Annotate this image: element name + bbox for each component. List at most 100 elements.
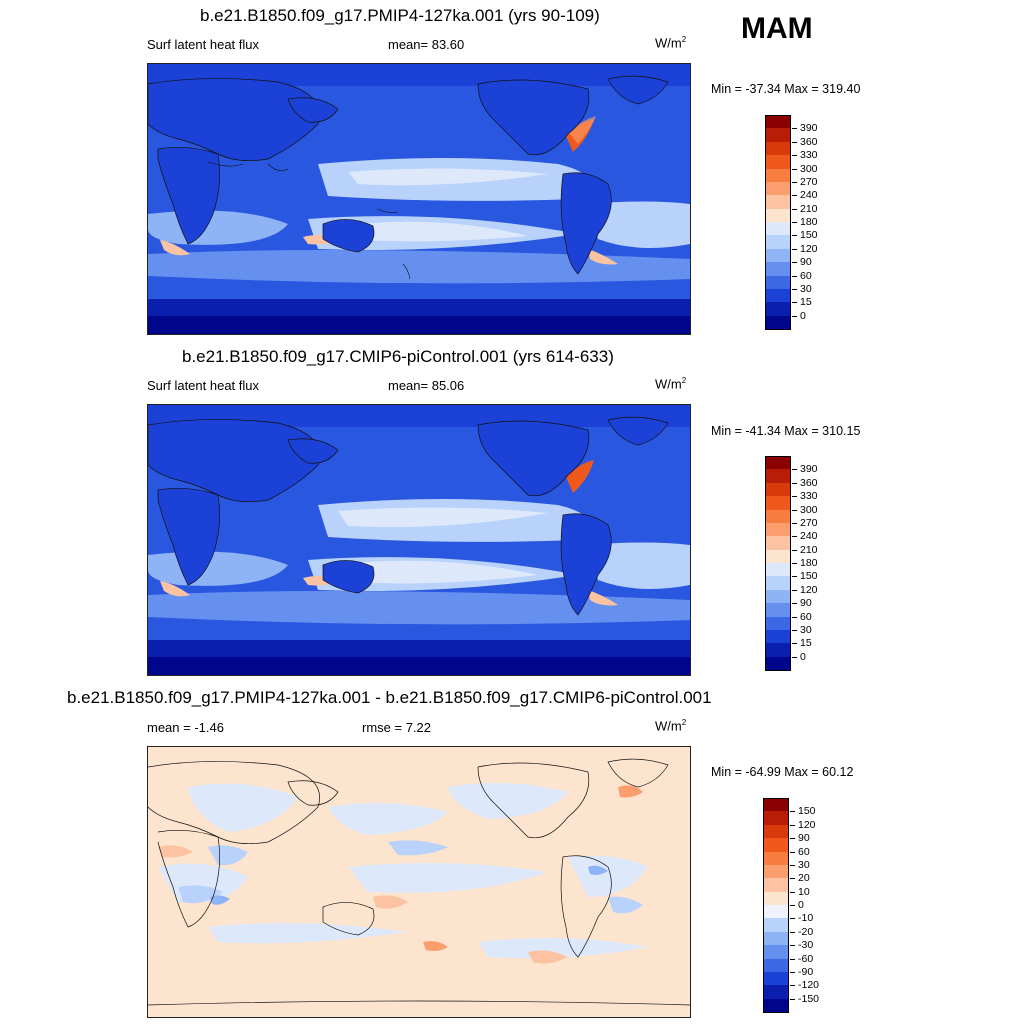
panel2-colorbar-tick [792, 522, 797, 524]
panel2-colorbar-tick-label: 30 [800, 623, 812, 636]
panel3-colorbar-color-swatch [763, 878, 789, 892]
panel3-colorbar-tick [790, 971, 795, 973]
panel2-colorbar-tick [792, 482, 797, 484]
panel3-colorbar-color-swatch [763, 864, 789, 879]
panel1-colorbar-tick [792, 262, 797, 264]
panel1-variable-label: Surf latent heat flux [147, 37, 260, 52]
panel2-colorbar-tick [792, 643, 797, 645]
panel2-colorbar-color-swatch [765, 456, 791, 471]
panel1-colorbar-color-swatch [765, 302, 791, 316]
panel3-colorbar-tick [790, 958, 795, 960]
panel1-colorbar-tick [792, 141, 797, 143]
panel1-colorbar-color-swatch [765, 222, 791, 236]
panel3-colorbar-tick [790, 878, 795, 880]
panel3-colorbar-tick-label: 10 [798, 885, 810, 898]
panel3-colorbar-tick-label: 0 [798, 899, 804, 911]
panel3-colorbar-tick [790, 931, 795, 933]
panel2-colorbar-color-swatch [765, 469, 791, 483]
panel2-colorbar-tick-label: 270 [800, 516, 818, 529]
panel1-colorbar-tick-label: 210 [800, 202, 818, 215]
panel1-colorbar-tick-label: 180 [800, 216, 818, 228]
panel3-unit-label: W/m2 [655, 718, 687, 734]
panel2-colorbar-tick-label: 90 [800, 597, 812, 610]
panel2-colorbar-tick [792, 589, 797, 591]
panel2-colorbar-color-swatch [765, 536, 791, 550]
panel2-colorbar-color-swatch [765, 522, 791, 537]
panel1-colorbar-color-swatch [765, 208, 791, 222]
panel3-title: b.e21.B1850.f09_g17.PMIP4-127ka.001 - b.… [67, 688, 712, 707]
panel2-colorbar-tick-label: 60 [800, 610, 812, 623]
panel3-colorbar-color-swatch [763, 891, 789, 905]
panel3-colorbar-color-swatch [763, 931, 789, 946]
panel3-colorbar-tick-label: -30 [798, 939, 814, 952]
panel1-colorbar-tick-label: 330 [800, 149, 818, 162]
panel1-mean-label: mean= 83.60 [388, 37, 465, 52]
panel2-colorbar-tick [792, 656, 797, 658]
panel2-colorbar-tick-label: 240 [800, 530, 818, 543]
panel3-colorbar-tick-label: 60 [798, 845, 810, 858]
panel1-colorbar-color-swatch [765, 168, 791, 182]
panel2-colorbar-tick [792, 469, 797, 471]
panel1-colorbar-tick [792, 235, 797, 237]
panel2-colorbar-tick-label: 0 [800, 650, 806, 663]
panel2-unit-label: W/m2 [655, 376, 687, 392]
panel1-colorbar-color-swatch [765, 248, 791, 263]
panel3-colorbar-tick-label: -90 [798, 965, 814, 978]
panel3-colorbar-color-swatch [763, 838, 789, 852]
panel2-colorbar-tick [792, 563, 797, 564]
panel1-colorbar-tick [792, 181, 797, 183]
panel3-minmax-label: Min = -64.99 Max = 60.12 [711, 765, 854, 779]
panel2-colorbar-color-swatch [765, 643, 791, 657]
panel1-colorbar-color-swatch [765, 155, 791, 169]
panel2-title: b.e21.B1850.f09_g17.CMIP6-piControl.001 … [182, 347, 614, 366]
panel1-colorbar-color-swatch [765, 315, 791, 330]
panel1-colorbar-color-swatch [765, 141, 791, 156]
panel2-colorbar-tick-label: 210 [800, 543, 818, 556]
panel1-colorbar-tick-label: 30 [800, 282, 812, 295]
panel1-colorbar-tick-label: 300 [800, 162, 818, 175]
panel3-colorbar-color-swatch [763, 824, 789, 839]
panel1-colorbar-tick [792, 302, 797, 304]
panel1-minmax-label: Min = -37.34 Max = 319.40 [711, 82, 861, 96]
panel3-colorbar-tick [790, 864, 795, 866]
panel1-colorbar-tick [792, 155, 797, 157]
panel2-map [147, 404, 691, 676]
panel1-colorbar-tick [792, 168, 797, 170]
panel2-colorbar-tick [792, 629, 797, 631]
panel2-colorbar-color-swatch [765, 509, 791, 523]
panel3-colorbar-tick [790, 985, 795, 987]
panel1-colorbar-tick-label: 360 [800, 135, 818, 148]
panel3-colorbar-tick [790, 824, 795, 826]
panel3-colorbar-tick-label: -60 [798, 952, 814, 965]
panel1-colorbar-tick [792, 195, 797, 197]
panel1-colorbar: 390 360 330 300 270 240 210 180 150 120 90 60 30 15 0 [765, 115, 818, 330]
panel3-colorbar-tick-label: 30 [798, 858, 810, 871]
panel1-colorbar-color-swatch [765, 181, 791, 196]
panel1-colorbar-tick-label: 270 [800, 175, 818, 188]
panel3-colorbar-tick-label: -20 [798, 925, 814, 938]
panel3-colorbar-tick-label: 20 [798, 872, 810, 885]
panel3-colorbar-tick-label: 120 [798, 818, 816, 831]
panel2-minmax-label: Min = -41.34 Max = 310.15 [711, 424, 861, 438]
panel2-colorbar-color-swatch [765, 563, 791, 577]
panel1-colorbar-tick [792, 248, 797, 250]
panel3-colorbar-tick [790, 918, 795, 920]
panel2-colorbar-color-swatch [765, 496, 791, 510]
panel2-colorbar-tick [792, 616, 797, 618]
panel2-colorbar-tick-label: 330 [800, 490, 818, 503]
panel1-colorbar-tick-label: 90 [800, 256, 812, 269]
panel2-colorbar-tick [792, 603, 797, 605]
panel1-colorbar-color-swatch [765, 128, 791, 142]
panel2-colorbar-color-swatch [765, 656, 791, 671]
panel3-colorbar-color-swatch [763, 958, 789, 972]
panel3-colorbar-color-swatch [763, 945, 789, 959]
panel2-colorbar-tick [792, 509, 797, 511]
panel2-colorbar-tick-label: 180 [800, 557, 818, 569]
panel2-colorbar-tick-label: 390 [800, 463, 818, 476]
panel1-colorbar-tick-label: 240 [800, 189, 818, 202]
panel3-colorbar-tick [790, 811, 795, 813]
panel1-colorbar-tick-label: 15 [800, 296, 812, 309]
panel2-colorbar-color-swatch [765, 482, 791, 497]
panel2-colorbar-tick [792, 549, 797, 551]
panel1-colorbar-tick [792, 128, 797, 130]
